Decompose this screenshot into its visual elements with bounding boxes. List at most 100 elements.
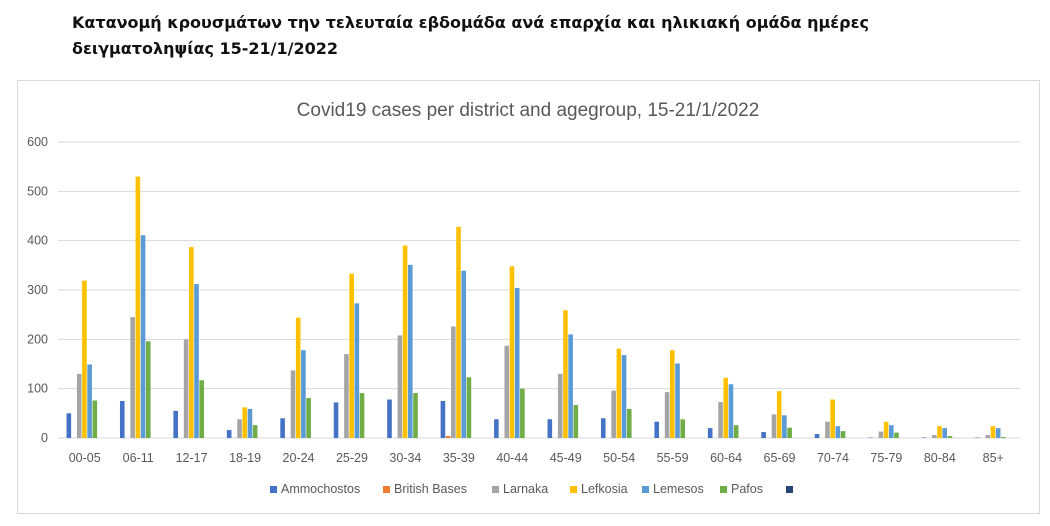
- bar: [761, 432, 766, 438]
- bar: [883, 421, 889, 438]
- bar: [413, 393, 418, 438]
- legend-swatch: [492, 486, 499, 493]
- y-tick-label: 400: [27, 234, 48, 248]
- bar: [616, 348, 622, 438]
- legend-label: Larnaka: [503, 482, 548, 496]
- bar: [189, 247, 194, 438]
- bar: [835, 426, 841, 438]
- bar: [520, 388, 525, 438]
- bar: [397, 335, 403, 438]
- legend-swatch: [570, 486, 577, 493]
- bar: [290, 370, 296, 438]
- bar: [990, 426, 996, 438]
- bar: [995, 428, 1001, 438]
- bar: [573, 404, 579, 438]
- legend-label: Lemesos: [653, 482, 704, 496]
- gridlines: [58, 141, 1020, 439]
- bar: [932, 435, 937, 438]
- legend-label: Lefkosia: [581, 482, 628, 496]
- bar: [728, 384, 734, 438]
- bar: [451, 326, 456, 438]
- bar: [680, 419, 686, 438]
- bar: [402, 245, 408, 438]
- bar: [509, 266, 515, 438]
- bar: [140, 235, 146, 438]
- y-tick-label: 200: [27, 332, 48, 346]
- bar: [514, 288, 520, 438]
- bar: [445, 436, 451, 438]
- bar: [301, 350, 306, 438]
- chart-frame: [17, 80, 1040, 514]
- bar: [349, 273, 354, 438]
- bar: [306, 398, 311, 438]
- legend-swatch: [642, 486, 649, 493]
- legend-swatch: [786, 486, 793, 493]
- chart-title: Covid19 cases per district and agegroup,…: [297, 100, 760, 121]
- bar: [87, 364, 92, 438]
- bar: [82, 280, 87, 438]
- bar: [670, 350, 675, 438]
- y-tick-label: 0: [41, 431, 48, 445]
- x-tick-label: 70-74: [817, 451, 849, 465]
- bar: [333, 402, 339, 438]
- bar: [252, 425, 258, 438]
- legend-swatch: [270, 486, 277, 493]
- legend-swatch: [720, 486, 727, 493]
- x-tick-label: 55-59: [657, 451, 689, 465]
- bar: [359, 393, 365, 438]
- legend-label: Pafos: [731, 482, 763, 496]
- bar: [280, 418, 285, 438]
- bar: [776, 391, 782, 438]
- bar: [173, 410, 179, 438]
- x-tick-label: 50-54: [603, 451, 635, 465]
- x-tick-label: 00-05: [69, 451, 101, 465]
- x-tick-label: 85+: [983, 451, 1004, 465]
- bar: [466, 377, 472, 438]
- bar: [771, 414, 777, 438]
- bar: [782, 415, 787, 438]
- bar: [92, 400, 98, 438]
- x-tick-label: 45-49: [550, 451, 582, 465]
- bar: [76, 373, 82, 438]
- bar: [937, 426, 942, 438]
- bar: [947, 436, 953, 438]
- bar: [547, 419, 553, 438]
- bar: [247, 408, 253, 438]
- x-tick-label: 12-17: [176, 451, 208, 465]
- x-tick-label: 75-79: [870, 451, 902, 465]
- bar: [354, 303, 360, 438]
- bar: [183, 339, 189, 438]
- bar: [344, 354, 349, 438]
- x-tick-label: 60-64: [710, 451, 742, 465]
- bar: [194, 284, 199, 438]
- bar: [878, 431, 884, 438]
- bar: [242, 407, 248, 438]
- bar: [1001, 437, 1006, 438]
- bar: [894, 432, 899, 438]
- bar: [621, 355, 627, 438]
- bar: [718, 401, 723, 438]
- legend-swatch: [383, 486, 390, 493]
- bar: [135, 176, 141, 439]
- bar: [985, 435, 991, 438]
- x-tick-label: 35-39: [443, 451, 475, 465]
- bar: [942, 428, 948, 438]
- x-tick-label: 80-84: [924, 451, 956, 465]
- x-tick-label: 06-11: [123, 451, 154, 465]
- bar: [145, 341, 151, 438]
- bar: [440, 401, 446, 438]
- legend-label: Ammochostos: [281, 482, 360, 496]
- bar: [237, 419, 242, 438]
- bar: [664, 392, 670, 438]
- bar: [675, 363, 680, 438]
- y-axis: 0 100 200 300 400 500 600: [27, 135, 48, 445]
- y-tick-label: 100: [27, 382, 48, 396]
- bar: [814, 434, 820, 438]
- bar: [654, 421, 660, 438]
- bar: [226, 430, 232, 438]
- x-tick-label: 18-19: [229, 451, 261, 465]
- bar: [130, 317, 135, 438]
- y-tick-label: 300: [27, 283, 48, 297]
- y-tick-label: 600: [27, 135, 48, 149]
- bar: [199, 380, 205, 438]
